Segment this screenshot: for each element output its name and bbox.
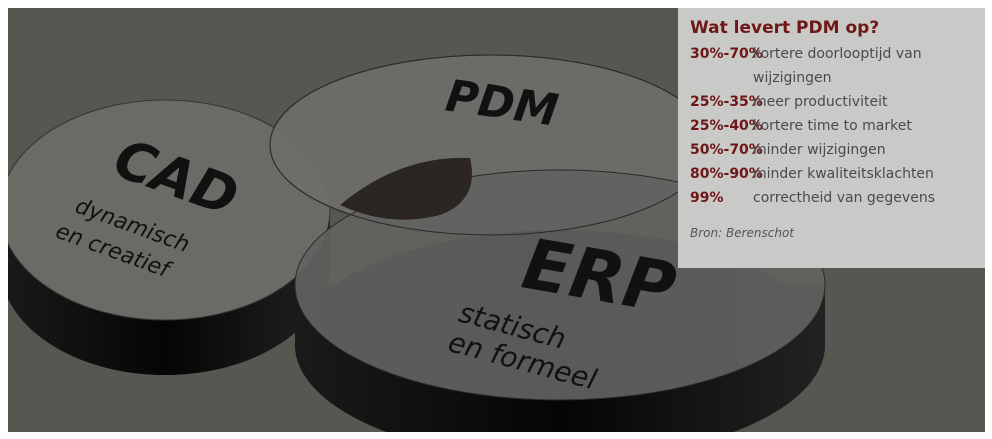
info-item: 25%-40%kortere time to market (690, 114, 985, 138)
info-item: 50%-70%minder wijzigingen (690, 138, 985, 162)
item-range: 80%-90% (690, 162, 753, 186)
info-list: 30%-70%kortere doorlooptijd van wijzigin… (690, 42, 985, 210)
item-range: 99% (690, 186, 753, 210)
info-item: 30%-70%kortere doorlooptijd van wijzigin… (690, 42, 985, 90)
item-text: meer productiviteit (753, 90, 953, 114)
info-item: 80%-90%minder kwaliteitsklachten (690, 162, 985, 186)
page: CAD dynamisch en creatief PDM ERP statis… (0, 0, 992, 439)
info-box: Wat levert PDM op? 30%-70%kortere doorlo… (678, 8, 985, 268)
source: Bron: Berenschot (690, 226, 985, 240)
item-text: minder wijzigingen (753, 138, 953, 162)
item-text: minder kwaliteitsklachten (753, 162, 953, 186)
info-item: 25%-35%meer productiviteit (690, 90, 985, 114)
item-range: 30%-70% (690, 42, 753, 90)
info-item: 99%correctheid van gegevens (690, 186, 985, 210)
item-range: 25%-35% (690, 90, 753, 114)
info-title: Wat levert PDM op? (690, 18, 985, 38)
item-range: 25%-40% (690, 114, 753, 138)
item-text: kortere time to market (753, 114, 953, 138)
item-text: correctheid van gegevens (753, 186, 953, 210)
item-text: kortere doorlooptijd van wijzigingen (753, 42, 953, 90)
item-range: 50%-70% (690, 138, 753, 162)
